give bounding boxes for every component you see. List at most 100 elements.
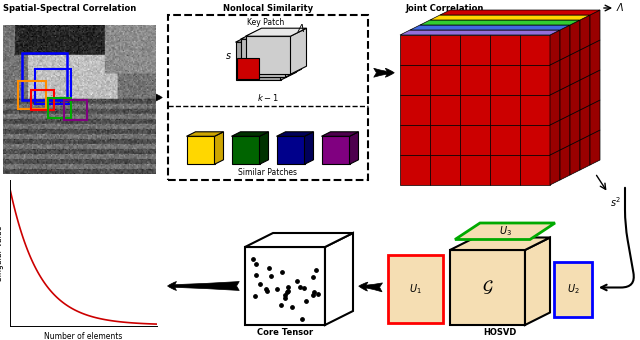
Polygon shape bbox=[590, 70, 600, 105]
Polygon shape bbox=[560, 85, 570, 120]
Polygon shape bbox=[550, 120, 560, 155]
Bar bbox=[232, 136, 259, 164]
Point bbox=[310, 267, 321, 273]
Bar bbox=[430, 125, 460, 155]
Point bbox=[251, 272, 261, 277]
Point bbox=[309, 289, 319, 294]
Polygon shape bbox=[245, 233, 353, 247]
Bar bbox=[47, 98, 70, 118]
Polygon shape bbox=[590, 10, 600, 45]
Bar bbox=[490, 125, 520, 155]
Text: Λ: Λ bbox=[298, 24, 304, 34]
Polygon shape bbox=[550, 90, 560, 125]
Point bbox=[255, 282, 265, 287]
Bar bbox=[400, 95, 430, 125]
Bar bbox=[19, 81, 46, 109]
Point bbox=[266, 273, 276, 278]
Bar bbox=[520, 65, 550, 95]
Polygon shape bbox=[246, 28, 307, 36]
Polygon shape bbox=[450, 238, 550, 250]
Polygon shape bbox=[580, 45, 590, 80]
Point bbox=[301, 298, 311, 304]
Polygon shape bbox=[259, 132, 269, 164]
Bar bbox=[460, 65, 490, 95]
Point bbox=[250, 293, 260, 299]
Point bbox=[280, 292, 290, 298]
Polygon shape bbox=[550, 60, 560, 95]
Bar bbox=[460, 155, 490, 185]
Polygon shape bbox=[580, 75, 590, 110]
Polygon shape bbox=[440, 10, 600, 15]
Polygon shape bbox=[400, 30, 560, 35]
Bar bbox=[430, 35, 460, 65]
Bar bbox=[245, 247, 325, 325]
Point bbox=[287, 304, 297, 310]
Text: Spatial-Spectral Correlation: Spatial-Spectral Correlation bbox=[3, 4, 136, 13]
Point bbox=[295, 284, 305, 289]
Bar bbox=[400, 125, 430, 155]
Bar bbox=[321, 136, 349, 164]
Bar bbox=[460, 125, 490, 155]
Polygon shape bbox=[325, 233, 353, 325]
Point bbox=[312, 292, 323, 297]
Polygon shape bbox=[276, 132, 314, 136]
Polygon shape bbox=[285, 31, 301, 77]
Polygon shape bbox=[321, 132, 358, 136]
Bar bbox=[430, 155, 460, 185]
Polygon shape bbox=[550, 30, 560, 65]
Bar bbox=[520, 125, 550, 155]
Bar bbox=[237, 58, 259, 79]
Polygon shape bbox=[291, 28, 307, 74]
Bar bbox=[168, 15, 368, 180]
X-axis label: Number of elements: Number of elements bbox=[44, 332, 122, 340]
Polygon shape bbox=[580, 105, 590, 140]
Text: Nonlocal Similarity: Nonlocal Similarity bbox=[223, 4, 313, 13]
Text: Key Patch: Key Patch bbox=[248, 18, 285, 27]
Bar bbox=[388, 255, 443, 323]
Text: Core Tensor: Core Tensor bbox=[257, 328, 313, 337]
Bar bbox=[490, 65, 520, 95]
Text: s: s bbox=[225, 51, 230, 61]
Bar bbox=[490, 95, 520, 125]
Point bbox=[283, 288, 293, 293]
Bar bbox=[246, 36, 291, 74]
Point bbox=[276, 303, 286, 308]
Bar bbox=[460, 95, 490, 125]
Point bbox=[282, 285, 292, 290]
Point bbox=[260, 286, 271, 291]
Text: $\mathcal{G}$: $\mathcal{G}$ bbox=[482, 278, 493, 296]
Bar bbox=[35, 69, 70, 104]
Text: $k-1$: $k-1$ bbox=[257, 92, 279, 103]
Bar bbox=[22, 52, 67, 100]
Text: Λ: Λ bbox=[617, 3, 623, 13]
Text: $U_1$: $U_1$ bbox=[409, 282, 422, 296]
Bar bbox=[400, 155, 430, 185]
Polygon shape bbox=[590, 100, 600, 135]
Polygon shape bbox=[280, 34, 296, 80]
Polygon shape bbox=[570, 80, 580, 115]
Polygon shape bbox=[580, 15, 590, 50]
Point bbox=[248, 256, 258, 262]
Polygon shape bbox=[349, 132, 358, 164]
Polygon shape bbox=[560, 55, 570, 90]
Point bbox=[272, 286, 282, 292]
Polygon shape bbox=[214, 132, 223, 164]
Bar bbox=[186, 136, 214, 164]
Polygon shape bbox=[590, 40, 600, 75]
Polygon shape bbox=[550, 150, 560, 185]
Bar bbox=[520, 95, 550, 125]
Bar bbox=[236, 42, 280, 80]
Bar bbox=[520, 35, 550, 65]
Bar bbox=[31, 90, 54, 110]
Polygon shape bbox=[590, 130, 600, 165]
Text: HOSVD: HOSVD bbox=[483, 328, 516, 337]
Point bbox=[264, 266, 275, 271]
Polygon shape bbox=[186, 132, 223, 136]
Polygon shape bbox=[305, 132, 314, 164]
Bar bbox=[241, 39, 285, 77]
Polygon shape bbox=[570, 140, 580, 175]
Polygon shape bbox=[410, 25, 570, 30]
Bar bbox=[554, 262, 592, 317]
Point bbox=[299, 285, 309, 291]
Bar bbox=[450, 250, 525, 325]
